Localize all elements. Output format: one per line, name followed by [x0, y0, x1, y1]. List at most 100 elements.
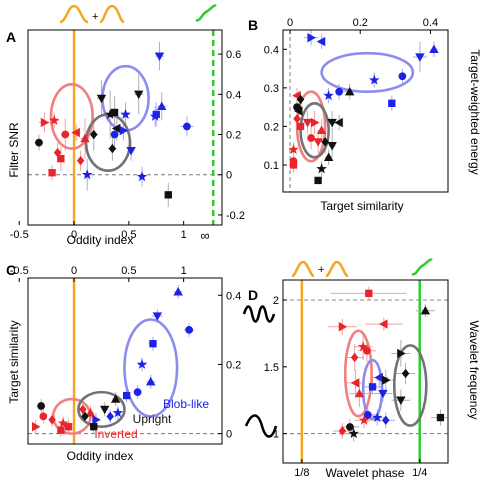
marker-tri-down-d-12 — [378, 389, 388, 399]
marker-star-b-27 — [288, 144, 299, 155]
ylabel-d: Wavelet frequency — [467, 321, 481, 420]
axes-box-d — [282, 279, 449, 464]
xtick-label-c-2: 0.5 — [121, 265, 136, 277]
ytick-label-b-3: 0.4 — [264, 44, 279, 56]
marker-tri-down-c-9 — [100, 405, 110, 415]
ytick-label-d-2: 2 — [273, 295, 279, 307]
xtick-label-c-3: 1 — [181, 265, 187, 277]
legend-blob-like: Blob-like — [163, 397, 209, 411]
xlabel-a: Oddity index — [67, 233, 134, 247]
legend-upright: Upright — [133, 412, 172, 426]
marker-square-c-16 — [90, 423, 98, 431]
marker-star-a-19 — [120, 108, 131, 119]
ytick-label-a-2: 0.2 — [226, 130, 241, 142]
marker-circle-c-2 — [185, 326, 193, 334]
marker-tri-up-b-25 — [323, 152, 334, 161]
marker-square-d-0 — [365, 289, 373, 298]
marker-diamond-a-6 — [53, 147, 62, 158]
marker-diamond-c-14 — [81, 411, 89, 422]
svg-text:+: + — [92, 11, 98, 23]
xtick-label-b-2: 0.4 — [423, 17, 438, 29]
marker-tri-up-c-8 — [110, 394, 121, 403]
marker-circle-b-18 — [307, 134, 315, 142]
marker-circle-a-5 — [35, 138, 43, 147]
svg-text:+: + — [318, 264, 324, 276]
marker-tri-left-a-7 — [71, 127, 80, 138]
marker-tri-right-d-2 — [338, 322, 348, 332]
marker-circle-d-14 — [363, 411, 372, 419]
marker-diamond-b-20 — [321, 137, 329, 147]
ytick-label-b-1: 0.2 — [264, 121, 279, 133]
marker-tri-right-b-17 — [310, 117, 320, 128]
marker-diamond-c-18 — [48, 415, 56, 425]
xtick-label-c-1: 0 — [71, 265, 77, 277]
marker-tri-down-d-17 — [396, 396, 406, 406]
ytick-label-d-1: 1.5 — [264, 362, 279, 374]
marker-star-d-13 — [372, 412, 383, 423]
marker-star-d-4 — [357, 341, 369, 352]
marker-tri-down-a-11 — [96, 94, 107, 104]
marker-circle-b-8 — [335, 87, 344, 96]
marker-tri-down-a-21 — [133, 90, 144, 100]
marker-star-a-10 — [81, 169, 93, 180]
marker-square-a-13 — [110, 108, 119, 117]
marker-tri-right-d-10 — [382, 375, 391, 385]
marker-star-c-4 — [136, 358, 148, 369]
xtick-label-d-0: 1/8 — [294, 467, 309, 479]
marker-diamond-b-11 — [296, 94, 305, 105]
xtick-label-b-1: 0.2 — [353, 17, 368, 29]
marker-star-a-25 — [149, 110, 161, 121]
wavelet-icon-green — [195, 4, 217, 22]
xtick-label-d-1: 1/4 — [412, 467, 427, 479]
marker-circle-a-2 — [61, 130, 70, 139]
ellipse-gray-b — [299, 101, 330, 159]
xtick-label-a-0: -0.5 — [10, 229, 29, 241]
panel-d: + 1/8 1/4 1 1.5 2 Wavelet frequency Wavelet … — [242, 258, 481, 480]
marker-tri-up-d-1 — [420, 305, 431, 315]
marker-circle-c-19 — [37, 402, 46, 410]
xtick-label-a-3: 1 — [181, 229, 187, 241]
ellipse-gray-a — [84, 113, 132, 173]
marker-star-c-17 — [57, 417, 69, 428]
marker-tri-down-b-16 — [302, 118, 313, 128]
marker-square-d-23 — [436, 413, 445, 422]
xlabel-b: Target similarity — [320, 199, 403, 213]
marker-tri-down-b-19 — [313, 138, 323, 147]
ellipse-salmon-a — [49, 82, 94, 150]
marker-tri-left-d-7 — [350, 378, 360, 388]
xlabel-d: Wavelet phase — [326, 466, 405, 480]
marker-diamond-c-15 — [79, 404, 87, 415]
marker-tri-left-b-13 — [293, 106, 303, 116]
ytick-label-b-0: 0.1 — [264, 160, 279, 172]
marker-diamond-d-16 — [382, 415, 390, 425]
marker-circle-a-17 — [110, 130, 119, 139]
xtick-label-a-2: 0.5 — [121, 229, 136, 241]
marker-star-a-1 — [49, 114, 60, 125]
xtick-label-c-0: -0.5 — [10, 265, 29, 277]
panel-b: 0 0.2 0.4 0.1 0.2 0.3 0.4 Target-weighted ener… — [264, 17, 482, 213]
marker-tri-left-b-23 — [334, 117, 343, 128]
ellipse-lightblue-d — [361, 358, 384, 421]
marker-diamond-c-10 — [106, 411, 114, 422]
xtick-label-b-0: 0 — [287, 17, 293, 29]
marker-circle-c-6 — [133, 388, 142, 396]
marker-tri-up-c-13 — [85, 408, 96, 417]
marker-tri-down-a-23 — [154, 52, 165, 61]
marker-circle-b-4 — [398, 72, 407, 81]
ellipse-salmon-d — [343, 329, 373, 418]
marker-square-a-4 — [48, 169, 56, 177]
marker-tri-right-a-0 — [40, 117, 50, 128]
ytick-label-a-3: 0.4 — [226, 89, 241, 101]
marker-diamond-a-9 — [76, 155, 85, 166]
marker-star-b-9 — [323, 90, 334, 101]
ytick-label-c-1: 0.2 — [226, 359, 241, 371]
marker-star-d-15 — [358, 414, 370, 425]
wavelet-icon-green-d — [411, 258, 433, 276]
marker-tri-up-a-24 — [157, 101, 167, 111]
ylabel-a: Filter SNR — [7, 122, 21, 178]
marker-square-d-11 — [368, 383, 377, 391]
marker-square-a-3 — [57, 154, 65, 163]
panel-letter-b: B — [248, 17, 258, 33]
marker-square-c-3 — [149, 340, 157, 348]
